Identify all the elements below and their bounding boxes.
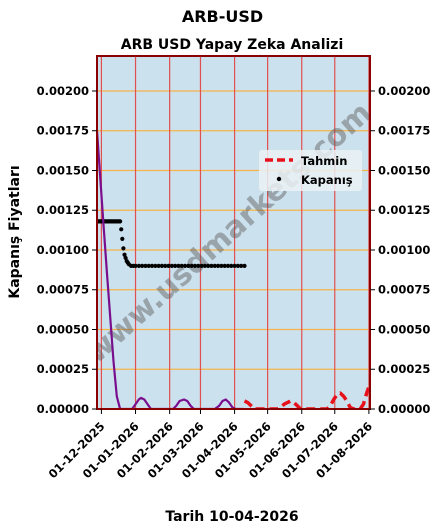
- legend-kapanis-swatch: [276, 176, 282, 182]
- y-tick-label-left: 0.00150: [37, 163, 89, 177]
- chart-subtitle: ARB USD Yapay Zeka Analizi: [121, 37, 344, 53]
- y-axis-label: Kapanış Fiyatları: [7, 165, 23, 298]
- plot-border: [96, 55, 371, 410]
- y-tick-label-right: 0.00050: [378, 322, 430, 336]
- data-point: [169, 263, 174, 268]
- y-tick-label-left: 0.00000: [37, 402, 89, 416]
- data-point: [153, 263, 158, 268]
- y-tick-label-left: 0.00100: [37, 243, 89, 257]
- y-tick-label-right: 0.00175: [378, 124, 430, 138]
- data-point: [242, 263, 247, 268]
- data-point: [206, 263, 211, 268]
- data-point: [229, 263, 234, 268]
- legend-kapanis-label: Kapanış: [301, 173, 353, 187]
- data-point: [179, 263, 184, 268]
- y-tick-label-right: 0.00100: [378, 243, 430, 257]
- data-point: [122, 252, 127, 257]
- y-tick-label-left: 0.00200: [37, 84, 89, 98]
- x-axis-label: Tarih 10-04-2026: [165, 509, 298, 525]
- data-point: [222, 263, 227, 268]
- plot-background: [97, 56, 370, 409]
- data-point: [119, 227, 124, 232]
- legend: Tahmin Kapanış: [259, 150, 362, 191]
- y-tick-label-right: 0.00125: [378, 203, 430, 217]
- data-point: [120, 236, 125, 241]
- y-tick-label-right: 0.00075: [378, 283, 430, 297]
- series-kapan: [97, 219, 247, 268]
- data-point: [149, 263, 155, 268]
- data-point: [239, 263, 244, 268]
- data-point: [212, 263, 217, 268]
- data-point: [146, 263, 151, 268]
- y-tick-label-left: 0.00050: [37, 322, 89, 336]
- data-point: [235, 263, 241, 268]
- y-tick-label-left: 0.00075: [37, 283, 89, 297]
- data-point: [133, 263, 138, 268]
- chart-title: ARB-USD: [182, 7, 263, 26]
- data-point: [123, 255, 128, 261]
- data-point: [156, 263, 161, 268]
- data-point: [118, 219, 123, 224]
- data-point: [209, 263, 214, 268]
- data-point: [225, 263, 231, 268]
- series-line-series-1: [97, 130, 244, 409]
- data-point: [186, 263, 191, 268]
- data-point: [215, 263, 221, 268]
- data-point: [189, 263, 194, 268]
- y-tick-label-right: 0.00150: [378, 163, 430, 177]
- data-point: [173, 263, 178, 268]
- data-point: [166, 263, 171, 268]
- data-point: [202, 263, 207, 268]
- data-point: [159, 263, 165, 268]
- data-point: [196, 263, 201, 268]
- data-point: [140, 263, 145, 268]
- y-tick-label-left: 0.00025: [37, 362, 89, 376]
- y-tick-label-right: 0.00025: [378, 362, 430, 376]
- y-tick-label-left: 0.00175: [37, 124, 89, 138]
- data-point: [199, 263, 204, 268]
- legend-tahmin-label: Tahmin: [301, 154, 347, 168]
- y-tick-label-right: 0.00000: [378, 402, 430, 416]
- data-point: [182, 263, 188, 268]
- data-point: [176, 263, 181, 268]
- data-point: [121, 246, 126, 251]
- data-point: [143, 263, 148, 268]
- data-point: [163, 263, 168, 268]
- data-point: [136, 263, 141, 268]
- y-tick-label-left: 0.00125: [37, 203, 89, 217]
- data-point: [219, 263, 224, 268]
- data-point: [232, 263, 237, 268]
- data-point: [192, 263, 198, 268]
- series-line-tahmin: [243, 383, 370, 409]
- y-tick-label-right: 0.00200: [378, 84, 430, 98]
